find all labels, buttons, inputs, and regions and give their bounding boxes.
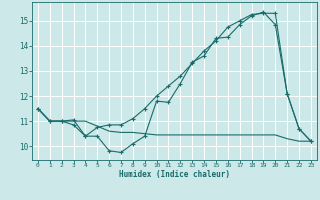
X-axis label: Humidex (Indice chaleur): Humidex (Indice chaleur)	[119, 170, 230, 179]
